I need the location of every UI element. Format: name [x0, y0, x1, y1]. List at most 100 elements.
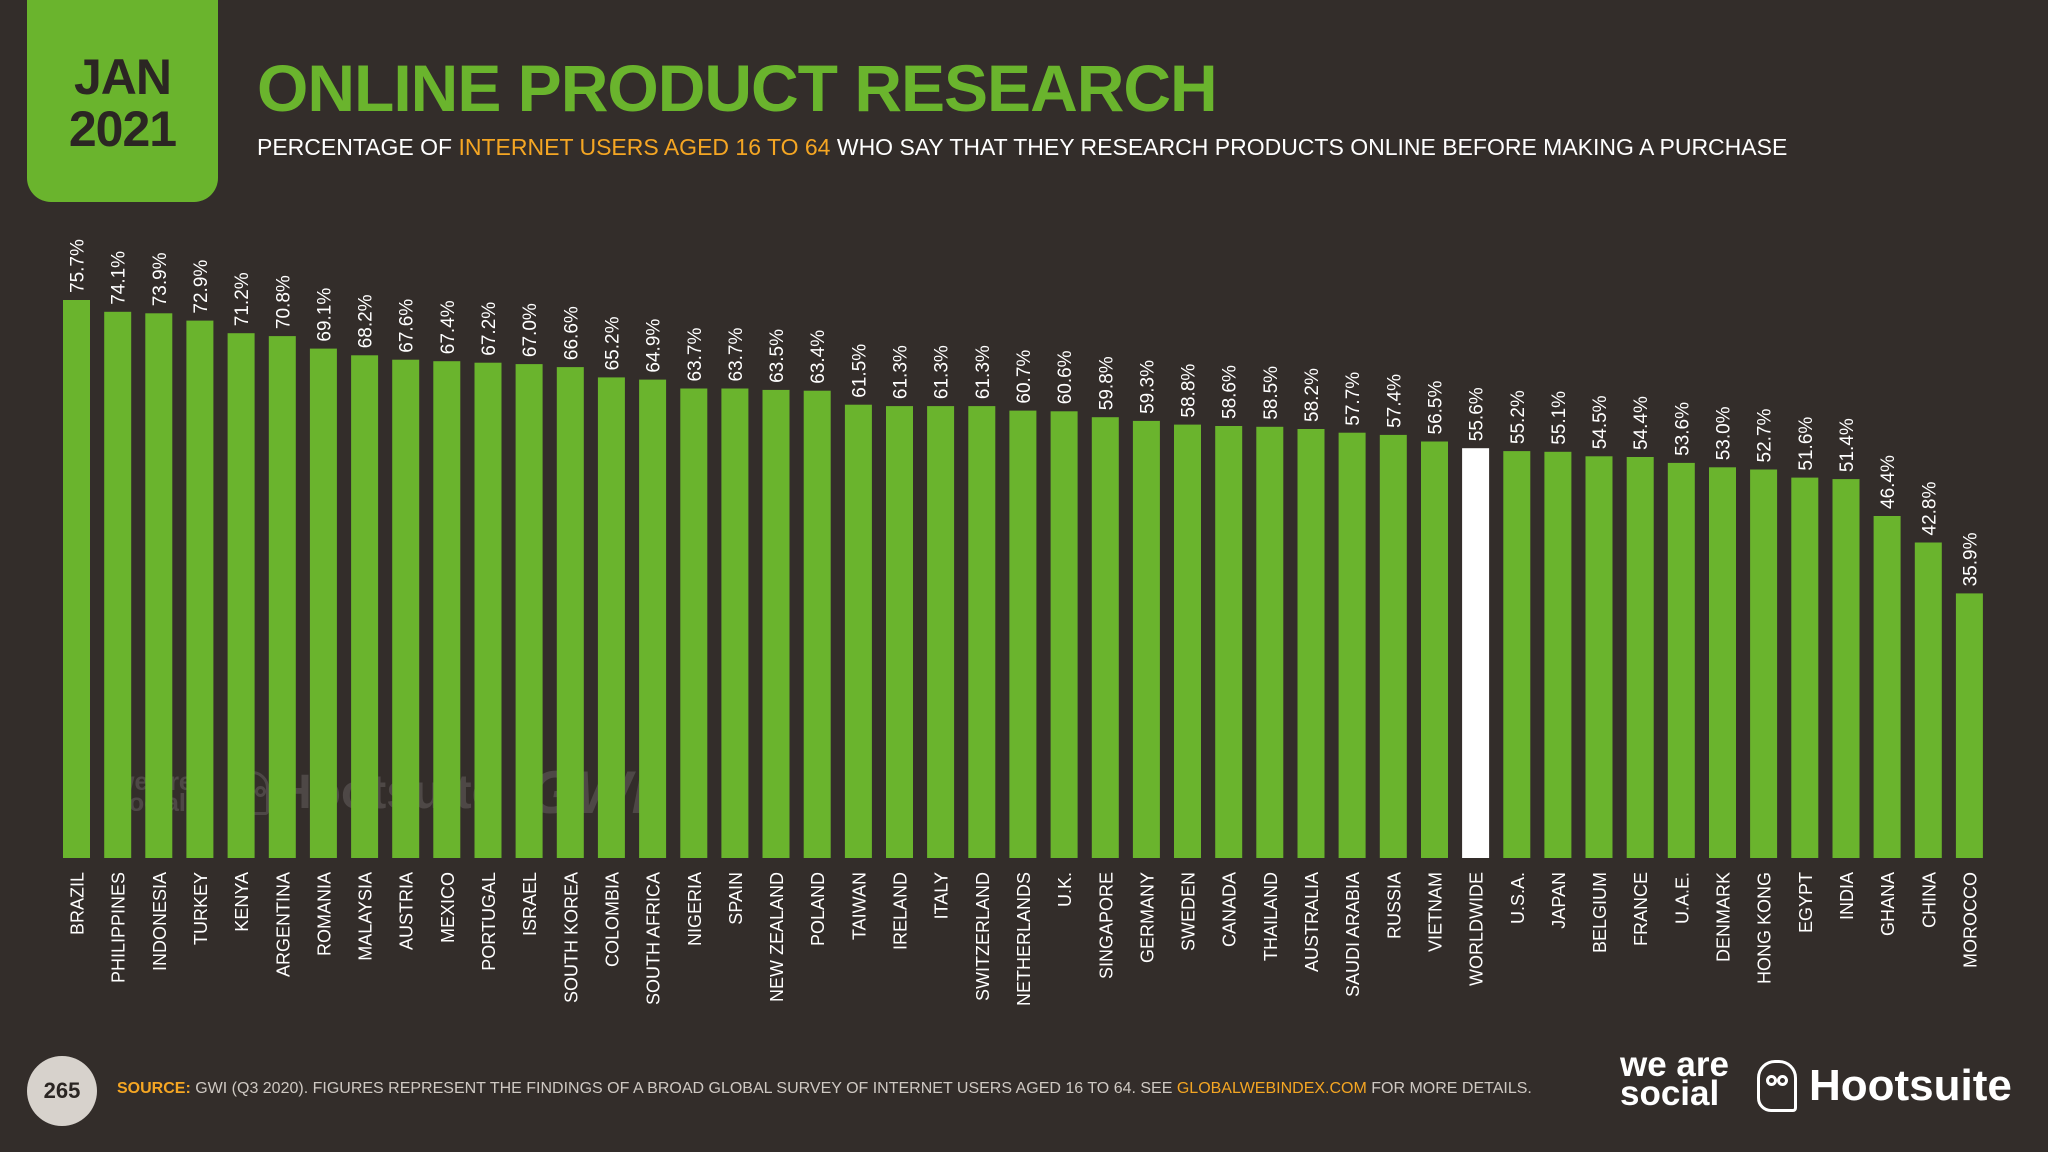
bar [1914, 542, 1942, 858]
subtitle-highlight: INTERNET USERS AGED 16 TO 64 [458, 134, 831, 160]
bar [186, 320, 214, 859]
bar [1215, 426, 1243, 858]
bar-value-label: 67.2% [479, 302, 500, 356]
bar-value-label: 72.9% [191, 260, 212, 314]
bar-value-label: 57.7% [1343, 372, 1364, 426]
category-label: CHINA [1919, 872, 1939, 928]
category-label: PORTUGAL [479, 872, 499, 971]
bar [680, 388, 708, 858]
bar-value-label: 63.5% [767, 329, 788, 383]
bar [1050, 411, 1078, 858]
category-label: MEXICO [438, 872, 458, 943]
bar-value-label: 59.8% [1096, 356, 1117, 410]
category-label: INDONESIA [150, 872, 170, 971]
bar [1667, 462, 1695, 858]
owl-icon [1757, 1060, 1797, 1112]
bar-value-label: 61.3% [973, 345, 994, 399]
bar-value-label: 54.5% [1590, 395, 1611, 449]
bar-value-label: 67.4% [438, 300, 459, 354]
bar [1544, 451, 1572, 858]
category-label: CANADA [1220, 872, 1240, 947]
category-label: SINGAPORE [1096, 872, 1116, 979]
bar-value-label: 66.6% [561, 306, 582, 360]
category-label: TAIWAN [849, 872, 869, 940]
bar-value-label: 73.9% [150, 252, 171, 306]
bar-value-label: 58.5% [1261, 366, 1282, 420]
bar [268, 336, 296, 859]
bar [1421, 441, 1448, 858]
bar-value-label: 75.7% [68, 239, 89, 293]
category-label: NIGERIA [685, 872, 705, 946]
source-post: FOR MORE DETAILS. [1366, 1080, 1532, 1097]
bar-value-label: 67.6% [397, 299, 418, 353]
bar [1174, 424, 1201, 858]
bar [1585, 456, 1613, 858]
category-label: BELGIUM [1590, 872, 1610, 953]
bar-value-label: 35.9% [1960, 532, 1981, 586]
category-label: SWITZERLAND [973, 872, 993, 1001]
bar-value-label: 70.8% [273, 275, 294, 329]
bar-value-label: 52.7% [1755, 409, 1776, 463]
category-label: GERMANY [1137, 872, 1157, 963]
bar [1132, 420, 1160, 858]
bar-value-label: 61.3% [932, 345, 953, 399]
bar-value-label: 55.6% [1467, 387, 1488, 441]
category-label: GHANA [1878, 872, 1898, 936]
bar-value-label: 54.4% [1631, 396, 1652, 450]
bar-value-label: 59.3% [1137, 360, 1158, 414]
category-label: INDIA [1837, 872, 1857, 920]
bar-value-label: 74.1% [109, 251, 130, 305]
bar [721, 388, 749, 858]
bar [1256, 426, 1284, 858]
category-label: AUSTRIA [397, 872, 417, 950]
bar [63, 300, 90, 858]
category-label: BRAZIL [68, 872, 88, 935]
category-label: U.K. [1055, 872, 1075, 907]
bar-value-label: 42.8% [1919, 482, 1940, 536]
bar [351, 355, 379, 858]
category-label: HONG KONG [1755, 872, 1775, 984]
bar-value-label: 65.2% [602, 316, 623, 370]
bar-value-label: 55.2% [1508, 390, 1529, 444]
hootsuite-logo: Hootsuite [1757, 1060, 2012, 1112]
we-are-social-logo: we are social [1620, 1045, 1729, 1113]
bar [968, 406, 996, 858]
bar [1462, 448, 1490, 858]
bar [1503, 451, 1531, 858]
date-year: 2021 [68, 101, 177, 157]
bar-value-label: 56.5% [1426, 381, 1447, 435]
category-label: TURKEY [191, 872, 211, 945]
bar-value-label: 55.1% [1549, 391, 1570, 445]
category-label: NEW ZEALAND [767, 872, 787, 1002]
bar-value-label: 58.8% [1179, 364, 1200, 418]
bar [104, 311, 132, 858]
category-label: ROMANIA [314, 872, 334, 956]
bar [227, 333, 255, 858]
category-label: ISRAEL [520, 872, 540, 936]
bar [1873, 516, 1901, 858]
date-badge: JAN 2021 [27, 0, 218, 202]
bar [392, 359, 420, 858]
category-label: MALAYSIA [356, 872, 376, 961]
page-title: ONLINE PRODUCT RESEARCH [257, 51, 1218, 125]
bar-value-label: 57.4% [1384, 374, 1405, 428]
category-label: ARGENTINA [273, 872, 293, 977]
bar [309, 348, 337, 858]
subtitle-pre: PERCENTAGE OF [257, 134, 459, 160]
category-label: EGYPT [1796, 872, 1816, 933]
bar-value-label: 71.2% [232, 272, 253, 326]
bar-value-label: 61.3% [891, 345, 912, 399]
bar-value-label: 60.7% [1014, 350, 1035, 404]
bar [1626, 457, 1654, 858]
bar [556, 367, 584, 858]
bar [1750, 469, 1778, 858]
bar-value-label: 53.6% [1672, 402, 1693, 456]
category-label: RUSSIA [1384, 872, 1404, 939]
bar [844, 404, 872, 858]
source-text: GWI (Q3 2020). FIGURES REPRESENT THE FIN… [190, 1080, 1177, 1097]
subtitle: PERCENTAGE OF INTERNET USERS AGED 16 TO … [257, 132, 1787, 162]
category-label: COLOMBIA [602, 872, 622, 967]
bar [1709, 467, 1736, 858]
category-label: IRELAND [891, 872, 911, 950]
source-link[interactable]: GLOBALWEBINDEX.COM [1176, 1080, 1367, 1097]
